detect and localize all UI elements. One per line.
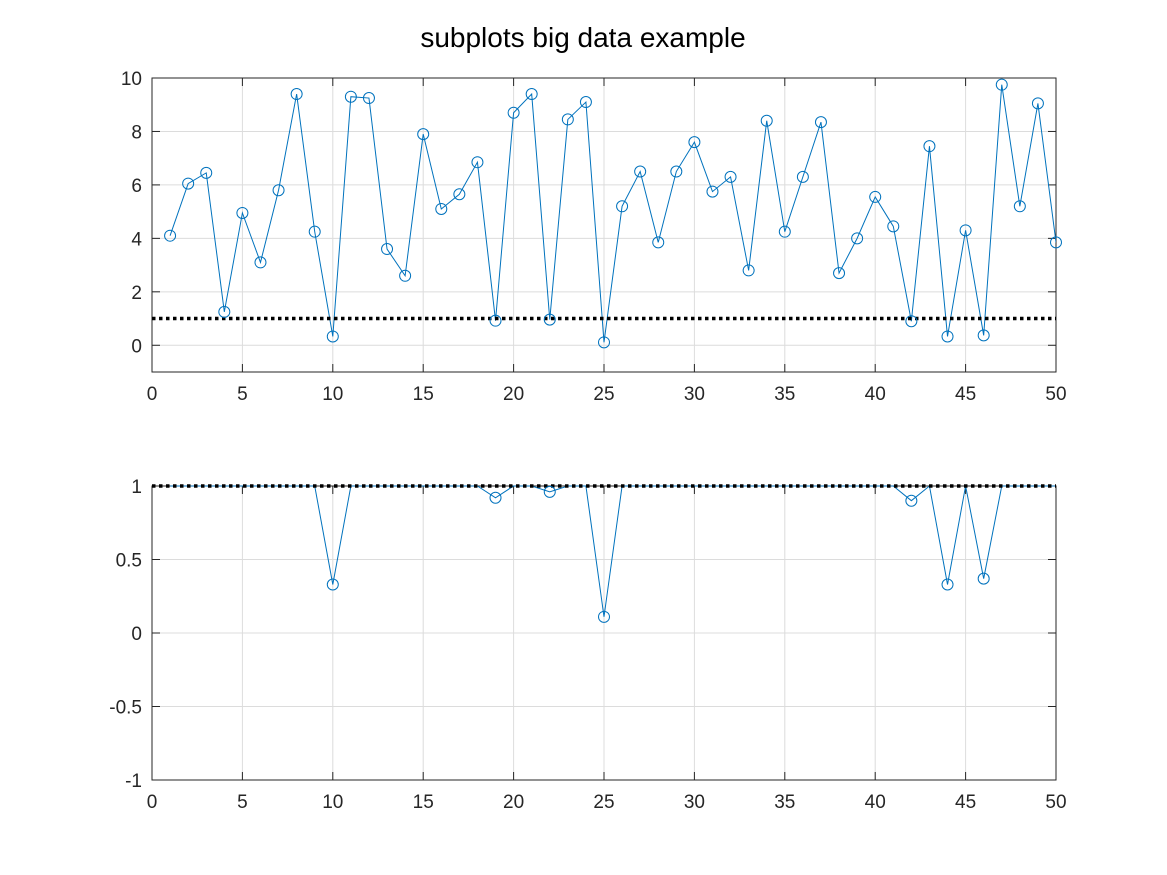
data-point	[851, 232, 864, 245]
data-point	[616, 200, 629, 213]
chart-title: subplots big data example	[420, 22, 745, 53]
x-tick-label: 40	[865, 792, 886, 813]
x-tick-label: 5	[237, 384, 248, 405]
data-point	[272, 184, 285, 197]
data-point	[326, 578, 339, 591]
data-point	[182, 177, 195, 190]
data-point	[489, 491, 502, 504]
x-tick-label: 25	[593, 384, 614, 405]
data-point	[634, 165, 647, 178]
data-point	[688, 136, 701, 149]
x-tick-label: 5	[237, 792, 248, 813]
data-point	[923, 140, 936, 153]
data-point	[760, 114, 773, 127]
data-point	[796, 170, 809, 183]
data-point	[362, 92, 375, 105]
x-tick-label: 0	[147, 384, 158, 405]
data-point	[308, 225, 321, 238]
data-point	[561, 113, 574, 126]
y-tick-label: 10	[121, 69, 142, 90]
x-tick-label: 50	[1045, 384, 1066, 405]
data-point	[399, 269, 412, 282]
x-tick-label: 25	[593, 792, 614, 813]
data-point	[941, 330, 954, 343]
data-point	[381, 243, 394, 256]
data-point	[326, 330, 339, 343]
y-tick-label: 0.5	[116, 551, 142, 572]
data-point	[525, 88, 538, 101]
data-point	[164, 229, 177, 242]
x-tick-label: 15	[413, 792, 434, 813]
x-tick-label: 30	[684, 792, 705, 813]
y-tick-label: 8	[131, 122, 142, 143]
data-point	[670, 165, 683, 178]
data-point	[778, 225, 791, 238]
data-point	[995, 78, 1008, 91]
data-point	[417, 128, 430, 141]
data-point	[236, 206, 249, 219]
data-point	[742, 264, 755, 277]
y-tick-label: -0.5	[109, 698, 142, 719]
data-point	[1050, 236, 1062, 249]
data-point	[254, 256, 267, 269]
data-point	[814, 116, 827, 129]
data-point	[489, 314, 502, 327]
data-point	[598, 610, 610, 623]
y-tick-label: 2	[131, 283, 142, 304]
data-point	[941, 578, 954, 591]
data-point	[724, 170, 737, 183]
y-tick-label: -1	[125, 771, 142, 792]
data-point	[1013, 200, 1026, 213]
data-point	[453, 188, 466, 201]
data-point	[543, 313, 556, 326]
series-line	[169, 84, 1056, 343]
data-point	[977, 329, 990, 342]
x-tick-label: 40	[865, 384, 886, 405]
y-tick-label: 0	[131, 336, 142, 357]
data-point	[977, 572, 990, 585]
y-tick-label: 1	[131, 477, 142, 498]
data-point	[869, 190, 882, 203]
y-tick-label: 0	[131, 624, 142, 645]
x-tick-label: 10	[322, 384, 343, 405]
data-point	[1031, 97, 1044, 110]
x-tick-label: 15	[413, 384, 434, 405]
x-tick-label: 20	[503, 384, 524, 405]
series-line	[170, 485, 1056, 617]
top-subplot: 0 5 10 15 20 25 30 35 40 45 50 0 2 4 6 8 10	[121, 69, 1067, 405]
x-tick-label: 35	[774, 792, 795, 813]
data-point	[905, 315, 918, 328]
data-point	[435, 202, 448, 215]
data-point	[200, 166, 213, 179]
data-point	[833, 267, 846, 280]
x-tick-label: 30	[684, 384, 705, 405]
data-point	[706, 185, 719, 198]
x-tick-label: 45	[955, 384, 976, 405]
x-tick-label: 50	[1045, 792, 1066, 813]
data-point	[507, 106, 520, 119]
bottom-subplot: 0 5 10 15 20 25 30 35 40 45 50 -1 -0.5 0 0.5 1	[109, 477, 1066, 813]
data-point	[905, 494, 918, 507]
data-point	[344, 90, 357, 103]
data-point	[652, 236, 665, 249]
data-point	[218, 305, 231, 318]
data-point	[959, 224, 972, 237]
data-point	[543, 485, 556, 498]
x-tick-label: 10	[322, 792, 343, 813]
data-point	[887, 220, 900, 233]
data-point	[471, 156, 484, 169]
x-tick-label: 0	[147, 792, 158, 813]
data-point	[579, 96, 592, 109]
data-point	[290, 88, 303, 101]
data-point	[598, 336, 610, 349]
y-tick-label: 4	[131, 229, 142, 250]
x-tick-label: 45	[955, 792, 976, 813]
x-tick-label: 35	[774, 384, 795, 405]
x-tick-label: 20	[503, 792, 524, 813]
y-tick-label: 6	[131, 176, 142, 197]
